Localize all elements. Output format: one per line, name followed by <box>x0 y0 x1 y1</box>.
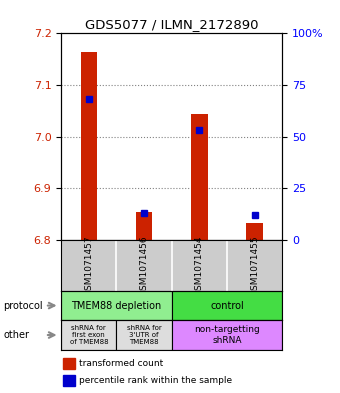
Bar <box>172 320 282 350</box>
Text: shRNA for
first exon
of TMEM88: shRNA for first exon of TMEM88 <box>69 325 108 345</box>
Bar <box>116 320 172 350</box>
Text: GSM1071457: GSM1071457 <box>84 235 93 296</box>
Text: control: control <box>210 301 244 310</box>
Text: other: other <box>3 330 29 340</box>
Text: protocol: protocol <box>3 301 43 310</box>
Title: GDS5077 / ILMN_2172890: GDS5077 / ILMN_2172890 <box>85 18 258 31</box>
Text: shRNA for
3'UTR of
TMEM88: shRNA for 3'UTR of TMEM88 <box>127 325 162 345</box>
Bar <box>61 320 116 350</box>
Bar <box>172 291 282 320</box>
Text: GSM1071455: GSM1071455 <box>250 235 259 296</box>
Bar <box>63 358 74 369</box>
Text: percentile rank within the sample: percentile rank within the sample <box>79 376 232 385</box>
Text: non-targetting
shRNA: non-targetting shRNA <box>194 325 260 345</box>
Bar <box>246 223 263 240</box>
Bar <box>81 53 97 240</box>
Text: GSM1071456: GSM1071456 <box>140 235 149 296</box>
Bar <box>61 291 172 320</box>
Bar <box>63 375 74 386</box>
Text: GSM1071454: GSM1071454 <box>195 235 204 296</box>
Bar <box>136 212 152 240</box>
Text: TMEM88 depletion: TMEM88 depletion <box>71 301 162 310</box>
Bar <box>191 114 208 240</box>
Text: transformed count: transformed count <box>79 359 163 368</box>
